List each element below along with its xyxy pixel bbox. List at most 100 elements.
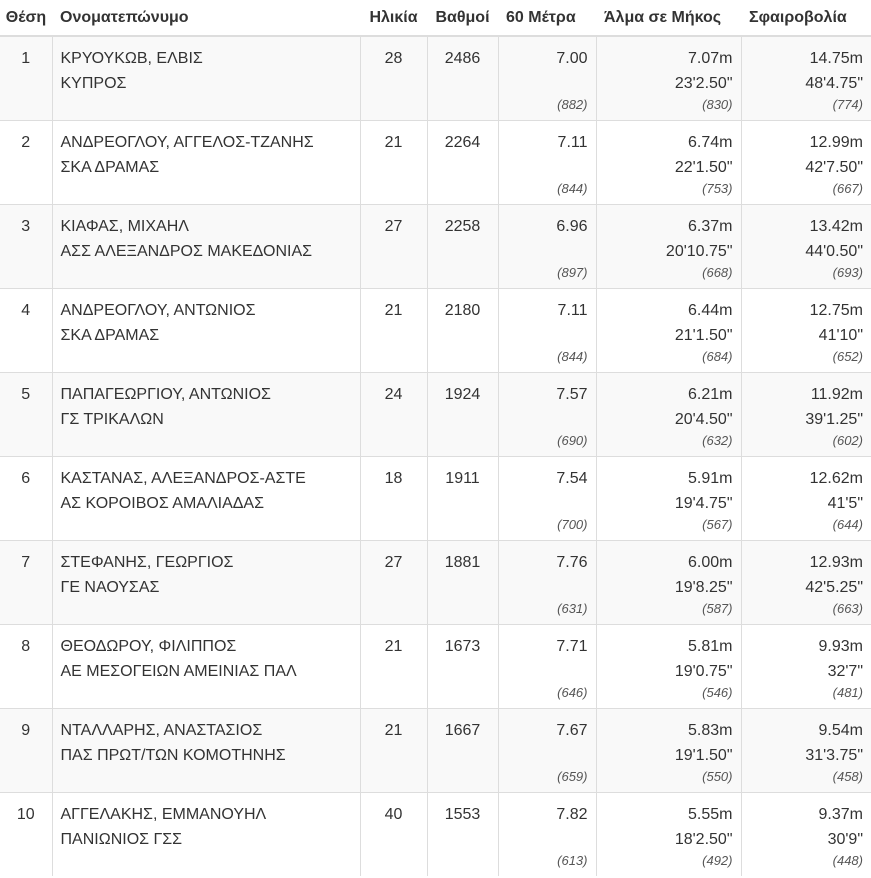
- shot-put-metric: 12.75m: [809, 301, 863, 319]
- long-jump-metric: 6.37m: [688, 217, 733, 235]
- header-age[interactable]: Ηλικία: [360, 0, 427, 37]
- table-row: 4 ΑΝΔΡΕΟΓΛΟΥ, ΑΝΤΩΝΙΟΣ ΣΚΑ ΔΡΑΜΑΣ 21 218…: [0, 287, 871, 372]
- shot-put-cell: 9.54m 31'3.75" (458): [740, 707, 871, 792]
- long-jump-metric: 6.74m: [688, 133, 733, 151]
- shot-put-imperial: 32'7": [827, 662, 863, 680]
- athlete-name[interactable]: ΑΓΓΕΛΑΚΗΣ, ΕΜΜΑΝΟΥΗΛ: [60, 805, 267, 823]
- shot-put-metric: 11.92m: [810, 385, 863, 403]
- age-cell: 28: [359, 35, 427, 120]
- table-row: 9 ΝΤΑΛΛΑΡΗΣ, ΑΝΑΣΤΑΣΙΟΣ ΠΑΣ ΠΡΩΤ/ΤΩΝ ΚΟΜ…: [0, 707, 871, 792]
- age: 27: [384, 217, 403, 235]
- header-long-jump[interactable]: Άλμα σε Μήκος: [596, 0, 741, 37]
- athlete-name[interactable]: ΑΝΔΡΕΟΓΛΟΥ, ΑΓΓΕΛΟΣ-ΤΖΑΝΗΣ: [60, 133, 314, 151]
- position: 6: [21, 469, 31, 487]
- shot-put-metric: 12.62m: [809, 469, 863, 487]
- shot-put-cell: 11.92m 39'1.25" (602): [740, 371, 871, 456]
- shot-put-cell: 14.75m 48'4.75" (774): [740, 35, 871, 120]
- points-cell: 1667: [426, 707, 498, 792]
- athlete-name[interactable]: ΚΙΑΦΑΣ, ΜΙΧΑΗΛ: [60, 217, 189, 235]
- m60-points: (844): [557, 180, 588, 196]
- position-cell: 10: [0, 791, 52, 876]
- long-jump-imperial: 18'2.50": [674, 830, 733, 848]
- shot-put-cell: 9.37m 30'9" (448): [740, 791, 871, 876]
- m60-time: 7.82: [556, 805, 588, 823]
- position-cell: 9: [0, 707, 52, 792]
- age: 40: [384, 805, 403, 823]
- long-jump-cell: 6.21m 20'4.50" (632): [595, 371, 741, 456]
- athlete-name[interactable]: ΠΑΠΑΓΕΩΡΓΙΟΥ, ΑΝΤΩΝΙΟΣ: [60, 385, 271, 403]
- shot-put-metric: 9.54m: [818, 721, 863, 739]
- shot-put-imperial: 44'0.50": [805, 242, 863, 260]
- long-jump-cell: 5.81m 19'0.75" (546): [595, 623, 741, 708]
- header-60m[interactable]: 60 Μέτρα: [498, 0, 596, 37]
- position-cell: 1: [0, 35, 52, 120]
- shot-put-points: (458): [832, 768, 863, 784]
- long-jump-metric: 6.00m: [688, 553, 733, 571]
- athlete-name[interactable]: ΚΡΥΟΥΚΩΒ, ΕΛΒΙΣ: [60, 50, 203, 67]
- header-name[interactable]: Ονοματεπώνυμο: [52, 0, 360, 37]
- long-jump-points: (684): [702, 348, 733, 364]
- total-points: 2258: [444, 217, 481, 235]
- name-cell: ΘΕΟΔΩΡΟΥ, ΦΙΛΙΠΠΟΣ ΑΕ ΜΕΣΟΓΕΙΩΝ ΑΜΕΙΝΙΑΣ…: [51, 623, 360, 708]
- age-cell: 40: [359, 791, 427, 876]
- position: 8: [21, 637, 31, 655]
- athlete-club: ΓΕ ΝΑΟΥΣΑΣ: [60, 578, 160, 596]
- long-jump-imperial: 19'8.25": [674, 578, 733, 596]
- total-points: 1673: [444, 637, 481, 655]
- name-cell: ΠΑΠΑΓΕΩΡΓΙΟΥ, ΑΝΤΩΝΙΟΣ ΓΣ ΤΡΙΚΑΛΩΝ: [51, 371, 360, 456]
- name-cell: ΝΤΑΛΛΑΡΗΣ, ΑΝΑΣΤΑΣΙΟΣ ΠΑΣ ΠΡΩΤ/ΤΩΝ ΚΟΜΟΤ…: [51, 707, 360, 792]
- athlete-club: ΠΑΣ ΠΡΩΤ/ΤΩΝ ΚΟΜΟΤΗΝΗΣ: [60, 746, 286, 764]
- long-jump-metric: 7.07m: [688, 50, 733, 67]
- long-jump-points: (830): [702, 96, 733, 112]
- athlete-name[interactable]: ΑΝΔΡΕΟΓΛΟΥ, ΑΝΤΩΝΙΟΣ: [60, 301, 256, 319]
- athlete-name[interactable]: ΝΤΑΛΛΑΡΗΣ, ΑΝΑΣΤΑΣΙΟΣ: [60, 721, 263, 739]
- shot-put-points: (693): [832, 264, 863, 280]
- athlete-club: ΣΚΑ ΔΡΑΜΑΣ: [60, 326, 160, 344]
- athlete-club: ΑΣΣ ΑΛΕΞΑΝΔΡΟΣ ΜΑΚΕΔΟΝΙΑΣ: [60, 242, 313, 260]
- m60-cell: 7.11 (844): [497, 287, 596, 372]
- athlete-name[interactable]: ΘΕΟΔΩΡΟΥ, ΦΙΛΙΠΠΟΣ: [60, 637, 237, 655]
- shot-put-imperial: 42'7.50": [805, 158, 863, 176]
- m60-points: (631): [557, 600, 588, 616]
- header-points[interactable]: Βαθμοί: [427, 0, 498, 37]
- table-row: 1 ΚΡΥΟΥΚΩΒ, ΕΛΒΙΣ ΚΥΠΡΟΣ 28 2486 7.00 (8…: [0, 35, 871, 120]
- header-position[interactable]: Θέση: [0, 0, 52, 37]
- long-jump-cell: 6.37m 20'10.75" (668): [595, 203, 741, 288]
- long-jump-imperial: 19'1.50": [674, 746, 733, 764]
- athlete-club: ΑΕ ΜΕΣΟΓΕΙΩΝ ΑΜΕΙΝΙΑΣ ΠΑΛ: [60, 662, 297, 680]
- long-jump-cell: 6.00m 19'8.25" (587): [595, 539, 741, 624]
- athlete-name[interactable]: ΣΤΕΦΑΝΗΣ, ΓΕΩΡΓΙΟΣ: [60, 553, 234, 571]
- m60-cell: 7.76 (631): [497, 539, 596, 624]
- table-row: 6 ΚΑΣΤΑΝΑΣ, ΑΛΕΞΑΝΔΡΟΣ-ΑΣΤΕ ΑΣ ΚΟΡΟΙΒΟΣ …: [0, 455, 871, 540]
- m60-points: (690): [557, 432, 588, 448]
- age-cell: 27: [359, 539, 427, 624]
- athlete-name[interactable]: ΚΑΣΤΑΝΑΣ, ΑΛΕΞΑΝΔΡΟΣ-ΑΣΤΕ: [60, 469, 306, 487]
- long-jump-metric: 5.91m: [688, 469, 733, 487]
- name-cell: ΑΓΓΕΛΑΚΗΣ, ΕΜΜΑΝΟΥΗΛ ΠΑΝΙΩΝΙΟΣ ΓΣΣ: [51, 791, 360, 876]
- long-jump-metric: 5.83m: [688, 721, 733, 739]
- shot-put-metric: 9.93m: [818, 637, 863, 655]
- age-cell: 21: [359, 707, 427, 792]
- m60-time: 7.00: [556, 50, 588, 67]
- m60-points: (844): [557, 348, 588, 364]
- shot-put-imperial: 30'9": [827, 830, 863, 848]
- shot-put-points: (602): [832, 432, 863, 448]
- long-jump-imperial: 21'1.50": [674, 326, 733, 344]
- position-cell: 8: [0, 623, 52, 708]
- position: 2: [21, 133, 31, 151]
- total-points: 1911: [445, 469, 480, 487]
- age-cell: 24: [359, 371, 427, 456]
- long-jump-cell: 5.91m 19'4.75" (567): [595, 455, 741, 540]
- position-cell: 5: [0, 371, 52, 456]
- long-jump-imperial: 19'4.75": [674, 494, 733, 512]
- long-jump-points: (492): [702, 853, 733, 868]
- long-jump-metric: 6.44m: [688, 301, 733, 319]
- long-jump-points: (546): [702, 684, 733, 700]
- total-points: 1924: [444, 385, 481, 403]
- header-shot-put[interactable]: Σφαιροβολία: [741, 0, 871, 37]
- shot-put-metric: 12.99m: [809, 133, 863, 151]
- shot-put-metric: 13.42m: [809, 217, 863, 235]
- table-row: 5 ΠΑΠΑΓΕΩΡΓΙΟΥ, ΑΝΤΩΝΙΟΣ ΓΣ ΤΡΙΚΑΛΩΝ 24 …: [0, 371, 871, 456]
- age-cell: 18: [359, 455, 427, 540]
